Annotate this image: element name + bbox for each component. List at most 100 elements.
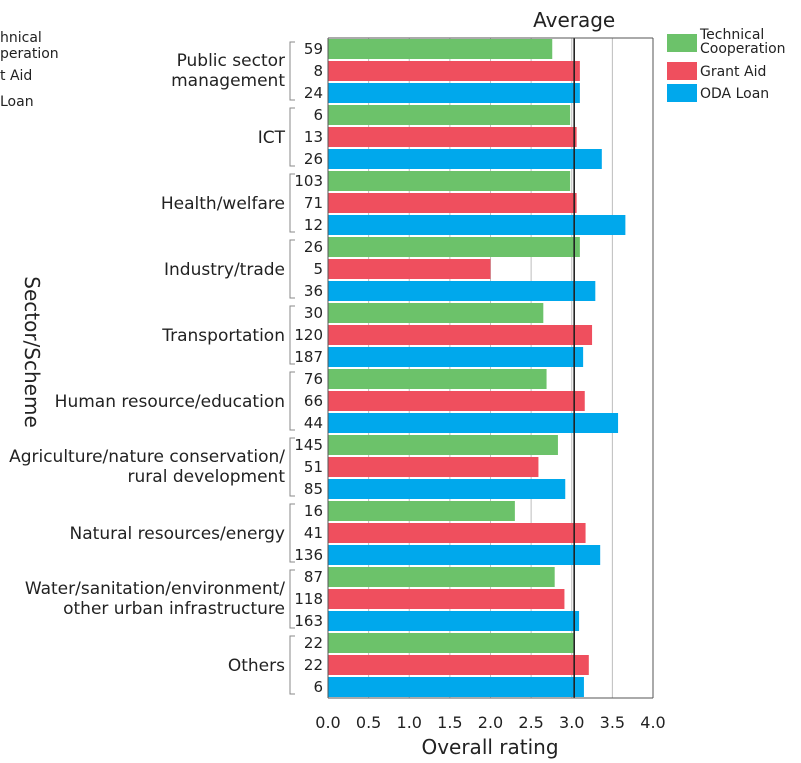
category-label: Natural resources/energy (70, 524, 285, 544)
sample-count-label: 76 (304, 370, 323, 388)
clipped-legend-text: peration (0, 46, 59, 62)
sample-count-label: 85 (304, 480, 323, 498)
sample-count-label: 103 (294, 172, 323, 190)
bar (328, 589, 565, 609)
sample-count-label: 41 (304, 524, 323, 542)
category-label: ICT (258, 128, 286, 148)
x-tick-label: 2.0 (478, 713, 503, 732)
clipped-legend-text: Loan (0, 94, 34, 110)
x-tick-label: 3.5 (600, 713, 625, 732)
sample-count-label: 87 (304, 568, 323, 586)
legend-label: ODA Loan (700, 86, 769, 102)
bar (328, 193, 577, 213)
bar (328, 347, 584, 367)
bar (328, 61, 580, 81)
bar (328, 171, 571, 191)
bar (328, 237, 580, 257)
x-tick-label: 1.5 (437, 713, 462, 732)
legend-label: Technical (699, 27, 764, 43)
sample-count-label: 26 (304, 150, 323, 168)
x-tick-label: 1.0 (397, 713, 422, 732)
x-tick-label: 4.0 (640, 713, 665, 732)
group-bracket (289, 503, 295, 563)
clipped-legend-text: t Aid (0, 68, 32, 84)
bar (328, 215, 626, 235)
category-label: Public sector (177, 51, 285, 71)
bar (328, 479, 566, 499)
sample-count-label: 187 (294, 348, 323, 366)
bar (328, 523, 586, 543)
sample-count-label: 145 (294, 436, 323, 454)
bar (328, 501, 515, 521)
group-bracket (289, 437, 295, 497)
sample-count-label: 13 (304, 128, 323, 146)
sample-count-label: 59 (304, 40, 323, 58)
sample-count-label: 163 (294, 612, 323, 630)
legend-label: Grant Aid (700, 64, 766, 80)
sample-count-label: 24 (304, 84, 323, 102)
sample-count-label: 26 (304, 238, 323, 256)
sample-count-label: 22 (304, 656, 323, 674)
clipped-legend-fragment: hnical peration t Aid Loan (0, 30, 59, 110)
sample-count-label: 44 (304, 414, 323, 432)
bar (328, 413, 619, 433)
category-label: Water/sanitation/environment/ (25, 579, 285, 599)
bar (328, 567, 555, 587)
bar (328, 655, 589, 675)
sample-count-label: 6 (313, 106, 323, 124)
bar (328, 545, 601, 565)
bar (328, 83, 580, 103)
category-label: Agriculture/nature conservation/ (9, 447, 285, 467)
category-label: other urban infrastructure (63, 599, 285, 619)
sample-count-label: 118 (294, 590, 323, 608)
x-axis-title: Overall rating (421, 735, 558, 759)
legend-swatch (667, 62, 697, 80)
bar (328, 281, 596, 301)
category-label: Human resource/education (55, 392, 285, 412)
bar (328, 391, 585, 411)
sample-count-label: 5 (313, 260, 323, 278)
x-tick-label: 0.5 (356, 713, 381, 732)
group-bracket (289, 173, 295, 233)
bar (328, 39, 553, 59)
group-bracket (289, 305, 295, 365)
sample-count-label: 51 (304, 458, 323, 476)
bar (328, 633, 574, 653)
plot-area: 0.0 0.5 1.0 1.5 2.0 2.5 3.0 3.5 4.0 59 8 24 Public s… (9, 37, 666, 732)
sample-count-label: 120 (294, 326, 323, 344)
bar (328, 303, 544, 323)
legend-swatch (667, 34, 697, 52)
sample-count-label: 71 (304, 194, 323, 212)
bar (328, 369, 547, 389)
bar (328, 435, 558, 455)
sample-count-label: 30 (304, 304, 323, 322)
sample-count-label: 136 (294, 546, 323, 564)
bar (328, 127, 577, 147)
sample-count-label: 36 (304, 282, 323, 300)
bar (328, 457, 539, 477)
category-label: Others (228, 656, 285, 676)
bar (328, 677, 584, 697)
clipped-legend-text: hnical (0, 30, 42, 46)
average-line-label: Average (533, 8, 615, 32)
sample-count-label: 6 (313, 678, 323, 696)
y-axis-title: Sector/Scheme (20, 276, 44, 428)
group-bracket (289, 107, 295, 167)
sample-count-label: 66 (304, 392, 323, 410)
group-bracket (289, 41, 295, 101)
x-tick-label: 0.0 (315, 713, 340, 732)
bar (328, 611, 580, 631)
x-tick-label: 3.0 (559, 713, 584, 732)
category-label: rural development (128, 467, 286, 487)
category-label: Industry/trade (164, 260, 285, 280)
x-tick-label: 2.5 (518, 713, 543, 732)
bar (328, 325, 593, 345)
group-bracket (289, 635, 295, 695)
bar (328, 149, 602, 169)
sample-count-label: 16 (304, 502, 323, 520)
group-bracket (289, 371, 295, 431)
bar (328, 105, 571, 125)
group-bracket (289, 569, 295, 629)
